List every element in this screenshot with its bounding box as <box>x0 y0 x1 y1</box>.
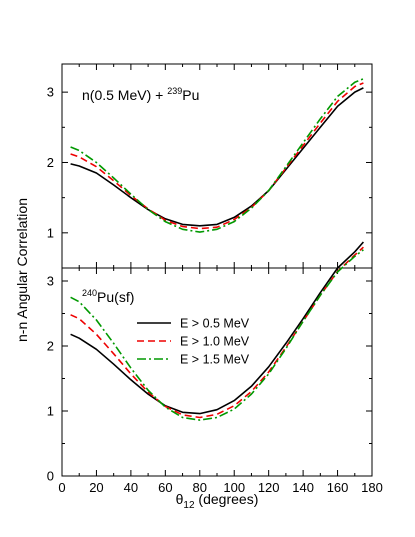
x-tick-label: 20 <box>89 480 103 495</box>
x-tick-label: 160 <box>327 480 349 495</box>
y-tick-label: 2 <box>47 155 54 170</box>
x-tick-label: 40 <box>124 480 138 495</box>
panel-lower: 0 20 40 60 80 100 120 140 160 180 0 1 2 3 240Pu(sf) <box>47 241 383 495</box>
series-line-3 <box>70 78 364 233</box>
series-line-2 <box>70 82 364 230</box>
panel-annotation: 240Pu(sf) <box>82 288 134 305</box>
legend-label-1: E > 0.5 MeV <box>180 317 250 331</box>
x-axis-label: θ12 (degrees) <box>176 491 259 511</box>
series-line-1 <box>70 87 364 227</box>
y-tick-label: 3 <box>47 274 54 289</box>
series-line-3 <box>70 249 364 421</box>
legend-label-3: E > 1.5 MeV <box>180 353 250 367</box>
panel-upper: 1 2 3 n(0.5 MeV) + 239Pu <box>47 63 373 269</box>
x-tick-label: 0 <box>58 480 65 495</box>
y-tick-label: 3 <box>47 85 54 100</box>
x-tick-label: 180 <box>361 480 383 495</box>
y-tick-label: 2 <box>47 339 54 354</box>
y-tick-label: 0 <box>47 469 54 484</box>
y-axis-label: n-n Angular Correlation <box>14 198 30 342</box>
legend: E > 0.5 MeV E > 1.0 MeV E > 1.5 MeV <box>137 317 250 367</box>
panel-annotation: n(0.5 MeV) + 239Pu <box>82 86 199 103</box>
series-line-1 <box>70 241 365 415</box>
series-line-2 <box>70 246 364 419</box>
y-tick-label: 1 <box>47 225 54 240</box>
y-tick-label: 1 <box>47 404 54 419</box>
x-tick-label: 100 <box>223 480 245 495</box>
x-tick-label: 120 <box>258 480 280 495</box>
x-tick-label: 80 <box>193 480 207 495</box>
x-tick-label: 60 <box>158 480 172 495</box>
legend-label-2: E > 1.0 MeV <box>180 335 250 349</box>
x-tick-label: 140 <box>292 480 314 495</box>
